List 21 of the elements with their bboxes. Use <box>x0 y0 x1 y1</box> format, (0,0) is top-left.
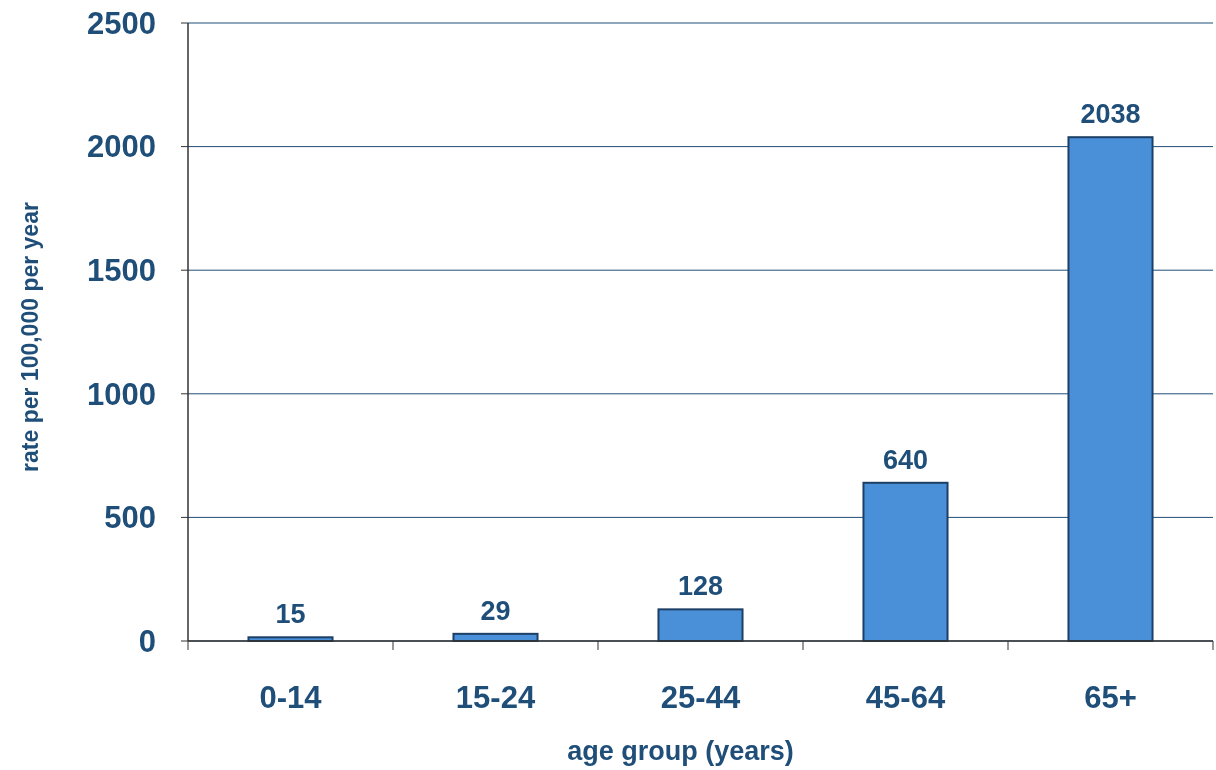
data-label: 128 <box>677 571 724 602</box>
x-tick-label: 65+ <box>1084 680 1137 715</box>
y-tick-label: 1000 <box>87 376 156 412</box>
y-tick-label: 2000 <box>87 129 156 165</box>
y-tick-label: 0 <box>138 623 156 659</box>
x-tick-label: 45-64 <box>865 680 946 715</box>
y-tick-label: 500 <box>104 500 156 536</box>
y-axis-title: rate per 100,000 per year <box>17 202 43 472</box>
y-tick-label: 2500 <box>87 5 156 41</box>
data-label: 640 <box>882 444 929 475</box>
bar <box>657 608 744 642</box>
bar <box>862 481 949 642</box>
bar <box>1067 136 1154 642</box>
x-tick-label: 15-24 <box>455 680 536 715</box>
y-tick-label: 1500 <box>87 253 156 289</box>
x-tick-label: 0-14 <box>259 680 323 715</box>
data-label: 2038 <box>1080 99 1141 130</box>
data-label: 15 <box>275 599 306 630</box>
data-label: 29 <box>480 595 511 626</box>
x-tick-label: 25-44 <box>660 680 741 715</box>
x-axis-title: age group (years) <box>567 736 794 766</box>
